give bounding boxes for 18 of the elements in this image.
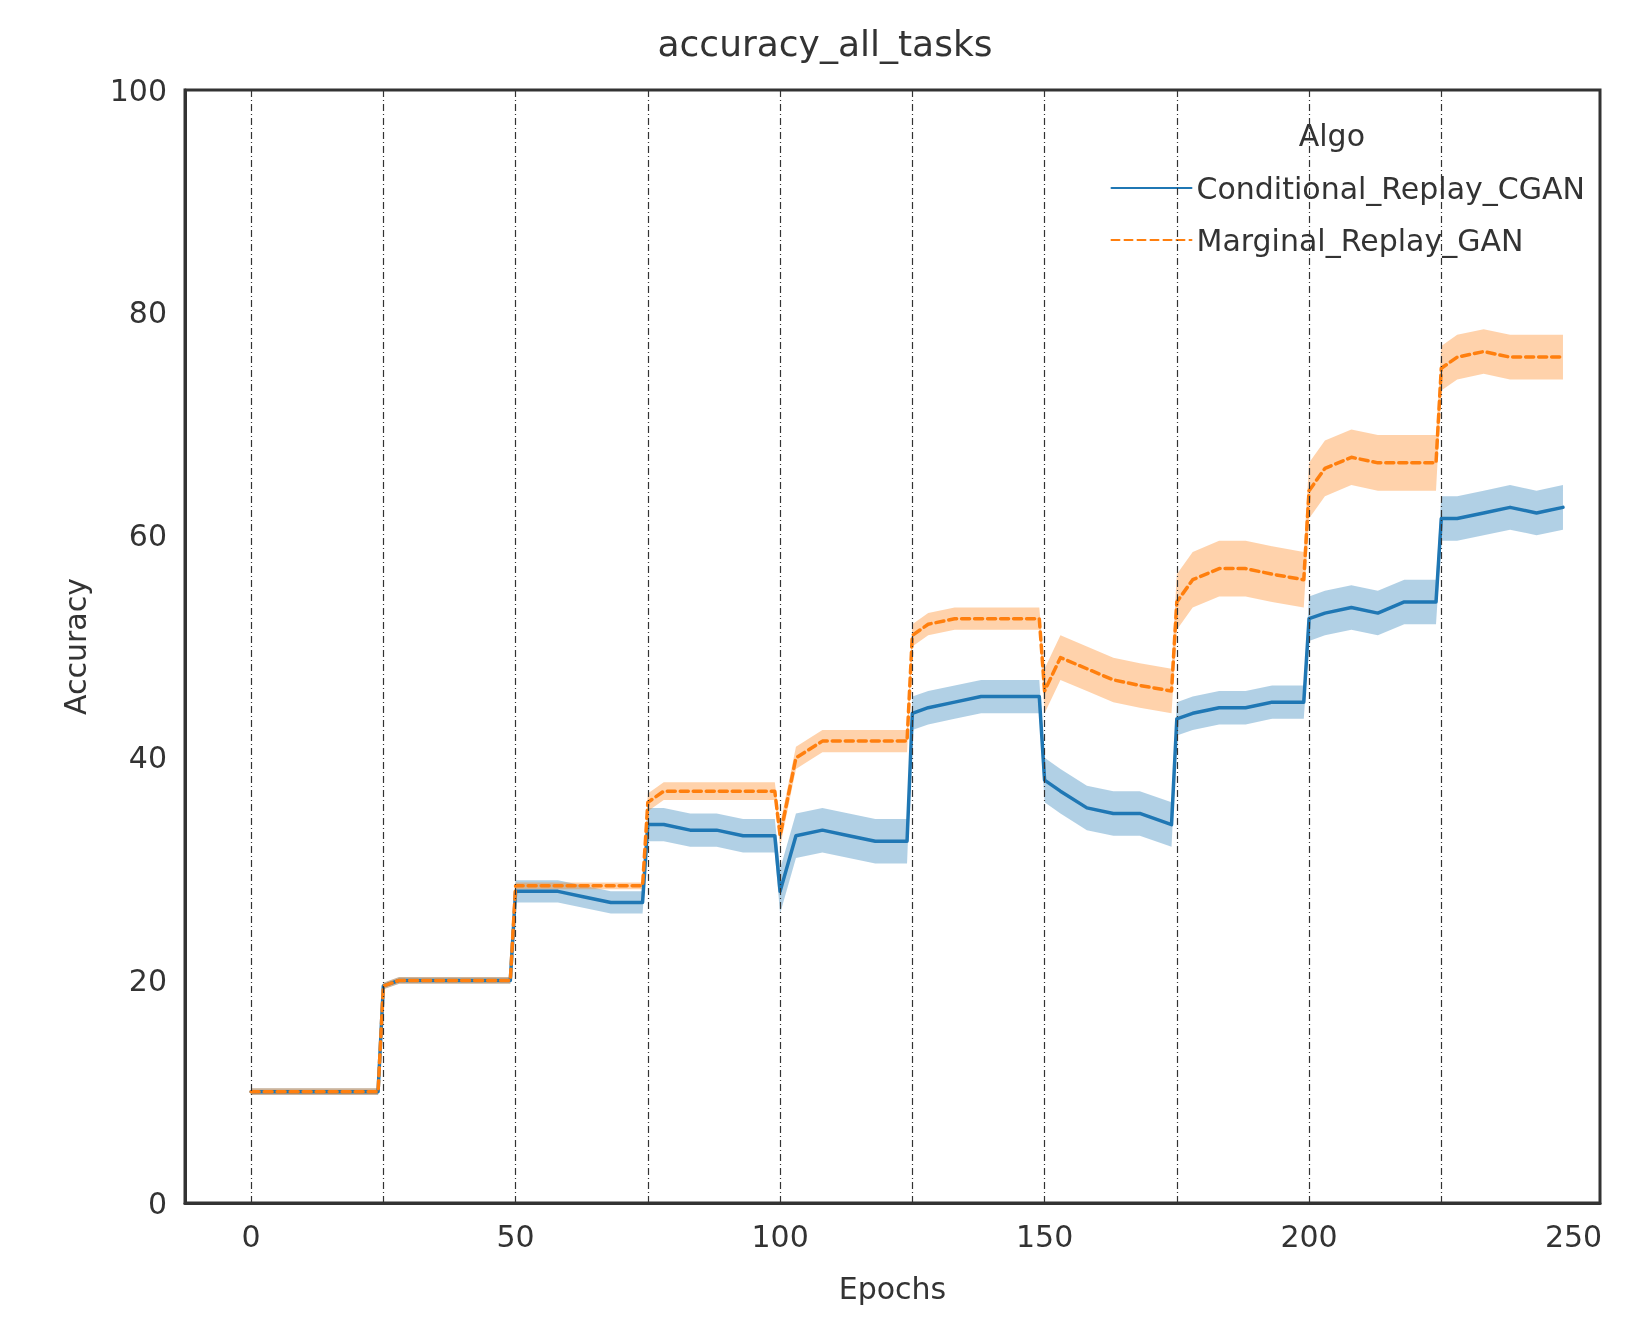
x-tick-label: 250 [1544,1218,1603,1254]
x-tick-label: 50 [496,1218,535,1254]
y-tick-label: 60 [128,517,167,553]
legend-label: Conditional_Replay_CGAN [1196,170,1586,206]
y-tick-label: 0 [147,1185,167,1221]
y-tick-label: 80 [128,295,167,331]
x-tick-label: 0 [241,1218,261,1254]
chart-title: accuracy_all_tasks [657,22,993,64]
x-tick-label: 200 [1280,1218,1338,1254]
legend-label: Marginal_Replay_GAN [1196,222,1524,258]
y-axis-title: Accuracy [57,578,93,715]
legend-title: Algo [1298,117,1366,153]
x-tick-label: 100 [751,1218,809,1254]
y-tick-label: 20 [128,962,167,998]
x-tick-label: 150 [1015,1218,1074,1254]
x-axis-title: Epochs [838,1270,947,1306]
y-tick-label: 100 [109,72,167,108]
y-tick-label: 40 [128,740,167,776]
